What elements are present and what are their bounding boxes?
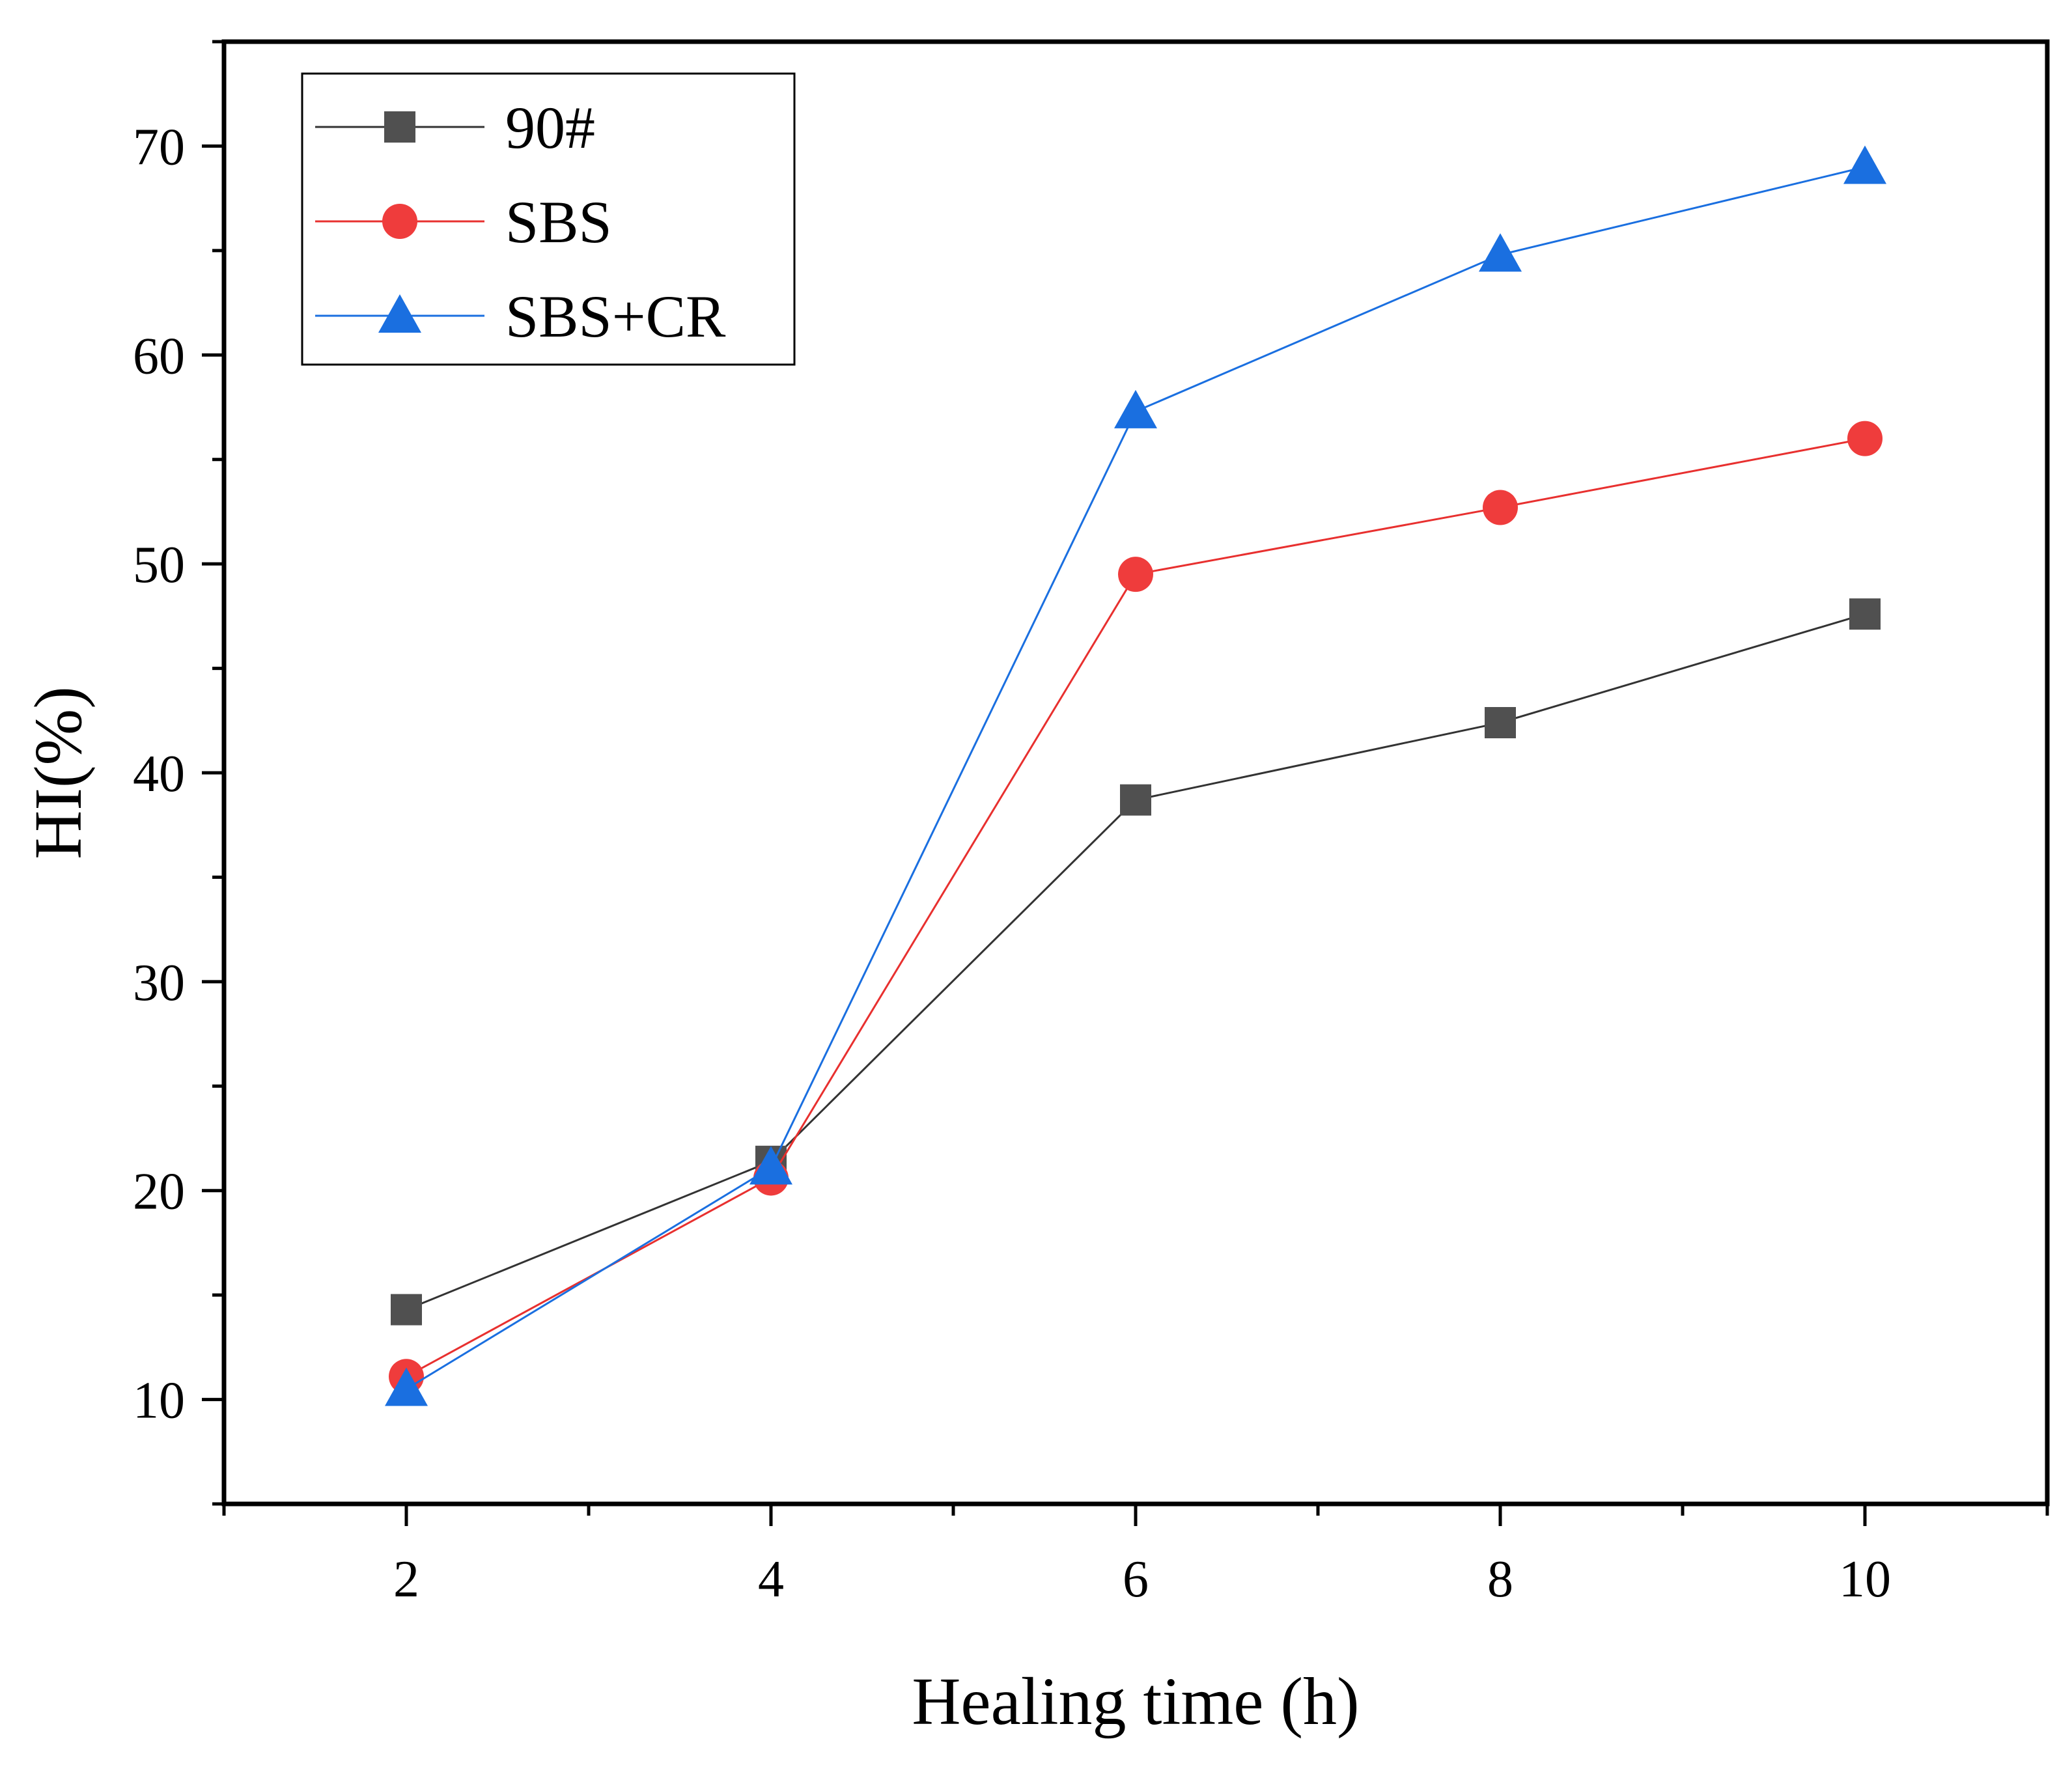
y-tick-label-50: 50 [133,536,185,594]
data-point-90-8 [1485,706,1516,738]
y-axis-title: HI(%) [21,686,96,859]
data-point-90-10 [1849,598,1881,630]
data-point-sbs-6 [1118,557,1153,592]
series-sbs [389,421,1883,1395]
x-tick-label-8: 8 [1487,1551,1513,1608]
y-tick-label-40: 40 [133,745,185,803]
series-line-90 [406,613,1866,1311]
data-point-sbs-cr-8 [1479,233,1522,272]
series-sbs-cr [385,145,1886,1406]
legend-marker-90 [384,111,415,143]
legend: 90# SBS SBS+CR [301,72,796,366]
x-axis-title: Healing time (h) [912,1664,1359,1739]
data-point-sbs-cr-2 [385,1367,428,1406]
series-layer [385,145,1886,1406]
legend-label-sbs-cr: SBS+CR [505,283,726,350]
data-point-90-6 [1120,784,1151,816]
legend-label-sbs: SBS [505,189,612,255]
legend-item-sbs: SBS [315,189,612,255]
data-point-sbs-cr-10 [1843,145,1886,184]
y-tick-label-30: 30 [133,954,185,1012]
legend-label-90: 90# [505,94,595,161]
data-point-sbs-cr-6 [1114,389,1157,428]
x-tick-label-6: 6 [1123,1551,1149,1608]
x-tick-label-10: 10 [1839,1551,1891,1608]
legend-marker-sbs-cr [378,294,421,333]
y-tick-label-60: 60 [133,327,185,385]
x-tick-label-4: 4 [758,1551,784,1608]
legend-item-90: 90# [315,94,595,161]
y-tick-label-20: 20 [133,1163,185,1221]
data-point-90-2 [391,1294,422,1326]
legend-marker-sbs [382,204,417,239]
y-tick-label-10: 10 [133,1372,185,1430]
y-tick-label-70: 70 [133,118,185,176]
ticks-layer: 2 4 6 8 10 10 20 30 40 50 60 70 [133,40,2049,1608]
legend-item-sbs-cr: SBS+CR [315,283,726,350]
data-point-sbs-cr-4 [749,1146,792,1185]
data-point-sbs-8 [1483,490,1518,525]
x-tick-label-2: 2 [393,1551,419,1608]
series-90 [391,598,1881,1326]
data-point-sbs-10 [1847,421,1883,456]
